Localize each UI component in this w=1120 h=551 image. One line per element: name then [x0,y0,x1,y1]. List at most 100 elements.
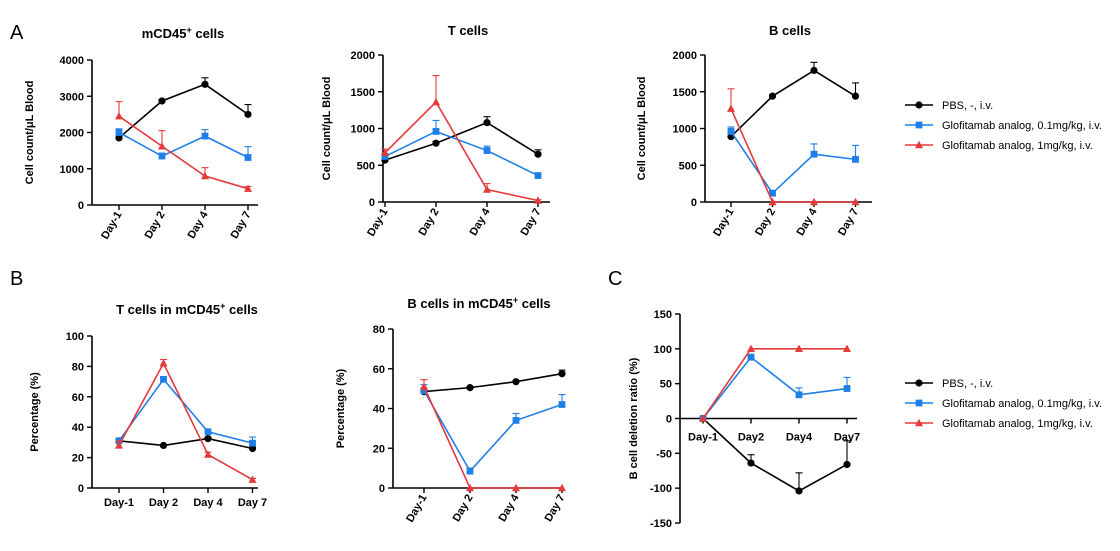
chart-b-cells: B cells 0 500 1000 1500 2000 Day-1 Day 2 Day 4 Da… [636,23,872,238]
chart-title: B cells in mCD45+ cells [407,295,550,311]
data-point [420,382,428,390]
data-point [244,154,252,161]
data-point [795,487,803,495]
data-point [160,375,167,383]
data-point [534,196,542,204]
legend-top: PBS, -, i.v. Glofitamab analog, 0.1mg/kg,… [905,100,1102,152]
panel-letter-c: C [608,268,622,290]
series-line [730,108,856,203]
data-point [248,444,257,453]
series-pbs [115,435,257,453]
data-point [747,344,755,353]
legend-entry-pbs: PBS, -, i.v. [905,100,993,112]
data-point [747,353,755,361]
series-line [702,348,847,419]
data-point [843,344,851,353]
y-tick-label: 0 [369,197,375,209]
data-point [204,450,212,458]
chart-t-cells-percentage: T cells in mCD45+ cells 0 20 40 60 80 100 Day-1… [29,301,267,509]
data-point [810,197,818,206]
y-tick-label: 1500 [673,87,697,99]
series-line [384,100,539,202]
data-point [810,150,818,158]
y-tick-label: 1000 [673,124,697,136]
y-tick-label: 0 [691,197,697,209]
x-tick-label: Day7 [834,432,860,444]
x-tick-label: Day-1 [365,207,390,239]
data-point [432,139,440,147]
series-line [423,372,563,393]
x-tick-label: Day 4 [186,209,212,241]
data-point [843,385,851,392]
y-tick-label: 60 [72,392,84,404]
data-point [727,104,735,112]
data-point [558,483,566,492]
series-high [699,344,851,422]
x-tick-label: Day 4 [468,206,494,238]
data-point [248,475,257,483]
x-tick-label: Day4 [786,432,813,444]
series-low [381,119,542,179]
legend-bottom: PBS, -, i.v. Glofitamab analog, 0.1mg/kg,… [905,378,1102,430]
chart-mcd45-cells: mCD45+ cells 0 1000 2000 3000 4000 Day-1 Day 2 D… [24,25,258,241]
data-point [558,401,566,408]
y-tick-label: 80 [72,361,84,373]
chart-t-cells: T cells 0 500 1000 1500 2000 Day-1 Day 2 Day 4 Da… [321,23,550,238]
series-line [730,69,856,138]
y-tick-label: 40 [72,422,84,434]
data-point [795,391,803,399]
data-point [512,417,520,424]
data-point [158,142,166,150]
y-tick-label: -100 [650,483,672,495]
y-tick-label: 4000 [60,55,84,67]
series-low [420,384,566,475]
x-tick-label: Day-1 [104,497,134,509]
y-axis-label: B cell deletion ratio (%) [628,357,640,479]
legend-entry-high: Glofitamab analog, 1mg/kg, i.v. [905,418,1093,430]
series-line [118,361,253,481]
chart-b-cell-deletion-ratio: -150 -100 -50 0 50 100 150 Day-1 Day2 Day4 Day7 B c… [628,309,860,530]
y-tick-label: -50 [656,448,672,460]
data-point [244,110,252,118]
data-point [747,459,755,467]
x-tick-label: Day 2 [451,493,476,524]
legend-entry-high: Glofitamab analog, 1mg/kg, i.v. [905,140,1093,152]
data-point [851,92,860,100]
legend-entry-low: Glofitamab analog, 0.1mg/kg, i.v. [905,398,1102,410]
series-high [727,88,860,206]
series-line [730,130,856,195]
y-tick-label: 2000 [60,128,84,140]
y-tick-label: 3000 [60,91,84,103]
data-point [699,414,707,422]
series-low [699,353,851,422]
series-low [727,126,859,197]
y-tick-label: 0 [379,483,385,495]
data-point [201,171,209,180]
y-tick-label: 0 [78,200,84,212]
data-point [158,97,166,105]
data-point [768,92,777,100]
data-point [769,189,776,197]
x-tick-label: Day-1 [99,210,124,242]
series-high [381,75,542,204]
data-point [512,378,520,386]
series-line [384,130,539,177]
legend-marker [915,101,923,109]
data-point [159,441,168,450]
series-line [118,437,253,450]
data-point [204,435,212,443]
legend-label: Glofitamab analog, 0.1mg/kg, i.v. [942,398,1102,410]
data-point [483,185,491,193]
legend-label: PBS, -, i.v. [942,378,993,390]
y-axis-label: Percentage (%) [335,368,347,448]
x-tick-label: Day 7 [836,207,861,238]
data-point [201,132,209,140]
x-tick-label: Day 2 [417,207,442,238]
x-tick-label: Day-1 [688,432,718,444]
legend-marker [915,418,923,427]
data-point [249,439,256,447]
data-point [381,153,389,160]
y-tick-label: 100 [66,331,84,343]
data-point [534,172,542,179]
panel-letter-b: B [10,268,23,290]
